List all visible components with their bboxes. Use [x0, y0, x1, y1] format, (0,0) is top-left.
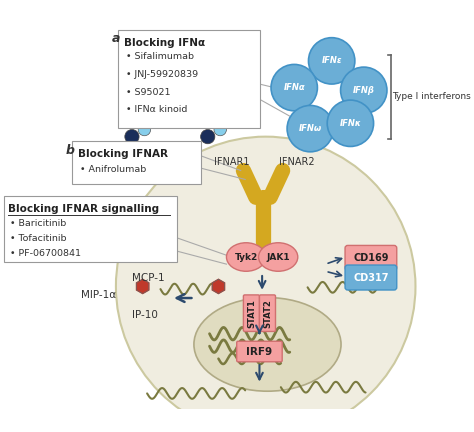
Text: a: a	[111, 32, 120, 45]
Polygon shape	[212, 280, 225, 294]
FancyBboxPatch shape	[345, 245, 397, 270]
Text: • Baricitinib: • Baricitinib	[10, 219, 66, 228]
Text: Blocking IFNα: Blocking IFNα	[124, 38, 205, 48]
Text: IFNβ: IFNβ	[353, 86, 375, 95]
Text: • Sifalimumab: • Sifalimumab	[126, 52, 194, 61]
Text: MCP-1: MCP-1	[132, 273, 164, 283]
FancyBboxPatch shape	[259, 295, 275, 331]
Text: b: b	[66, 144, 75, 157]
Circle shape	[116, 137, 416, 432]
Text: Tyk2: Tyk2	[235, 253, 258, 261]
Text: Blocking IFNAR signalling: Blocking IFNAR signalling	[8, 203, 159, 213]
Text: IFNε: IFNε	[321, 56, 342, 65]
Text: IFNAR2: IFNAR2	[279, 157, 315, 167]
Text: STAT2: STAT2	[263, 299, 272, 327]
Text: • Tofacitinib: • Tofacitinib	[10, 234, 66, 243]
Circle shape	[271, 64, 318, 111]
Ellipse shape	[227, 243, 266, 271]
Circle shape	[214, 123, 227, 136]
Circle shape	[327, 100, 374, 146]
Text: Blocking IFNAR: Blocking IFNAR	[79, 149, 168, 159]
FancyBboxPatch shape	[345, 265, 397, 290]
Text: STAT1: STAT1	[247, 299, 256, 327]
Text: CD317: CD317	[353, 273, 389, 283]
FancyBboxPatch shape	[4, 197, 176, 262]
FancyBboxPatch shape	[72, 141, 201, 184]
FancyBboxPatch shape	[244, 295, 259, 331]
FancyBboxPatch shape	[118, 30, 260, 128]
Text: Type I interferons: Type I interferons	[392, 92, 471, 102]
Text: IFNω: IFNω	[299, 124, 322, 133]
Text: IRF9: IRF9	[246, 346, 273, 356]
Ellipse shape	[258, 243, 298, 271]
Circle shape	[309, 38, 355, 84]
Text: MIP-1α: MIP-1α	[81, 290, 116, 300]
Text: • PF-06700841: • PF-06700841	[10, 249, 81, 258]
Polygon shape	[137, 280, 149, 294]
Text: • JNJ-59920839: • JNJ-59920839	[126, 70, 198, 79]
Circle shape	[341, 67, 387, 114]
Circle shape	[201, 130, 215, 144]
Circle shape	[287, 105, 333, 152]
FancyBboxPatch shape	[237, 341, 282, 362]
Text: IP-10: IP-10	[131, 310, 157, 320]
Text: JAK1: JAK1	[266, 253, 290, 261]
Circle shape	[138, 123, 151, 136]
Ellipse shape	[194, 298, 341, 391]
Text: CD169: CD169	[353, 253, 389, 263]
Text: IFNAR1: IFNAR1	[214, 157, 250, 167]
Text: • S95021: • S95021	[126, 88, 170, 97]
Text: • Anifrolumab: • Anifrolumab	[80, 165, 146, 174]
Text: IFNα: IFNα	[283, 83, 305, 92]
Text: • IFNα kinoid: • IFNα kinoid	[126, 105, 187, 114]
Circle shape	[125, 130, 139, 144]
Text: IFNκ: IFNκ	[339, 119, 361, 128]
